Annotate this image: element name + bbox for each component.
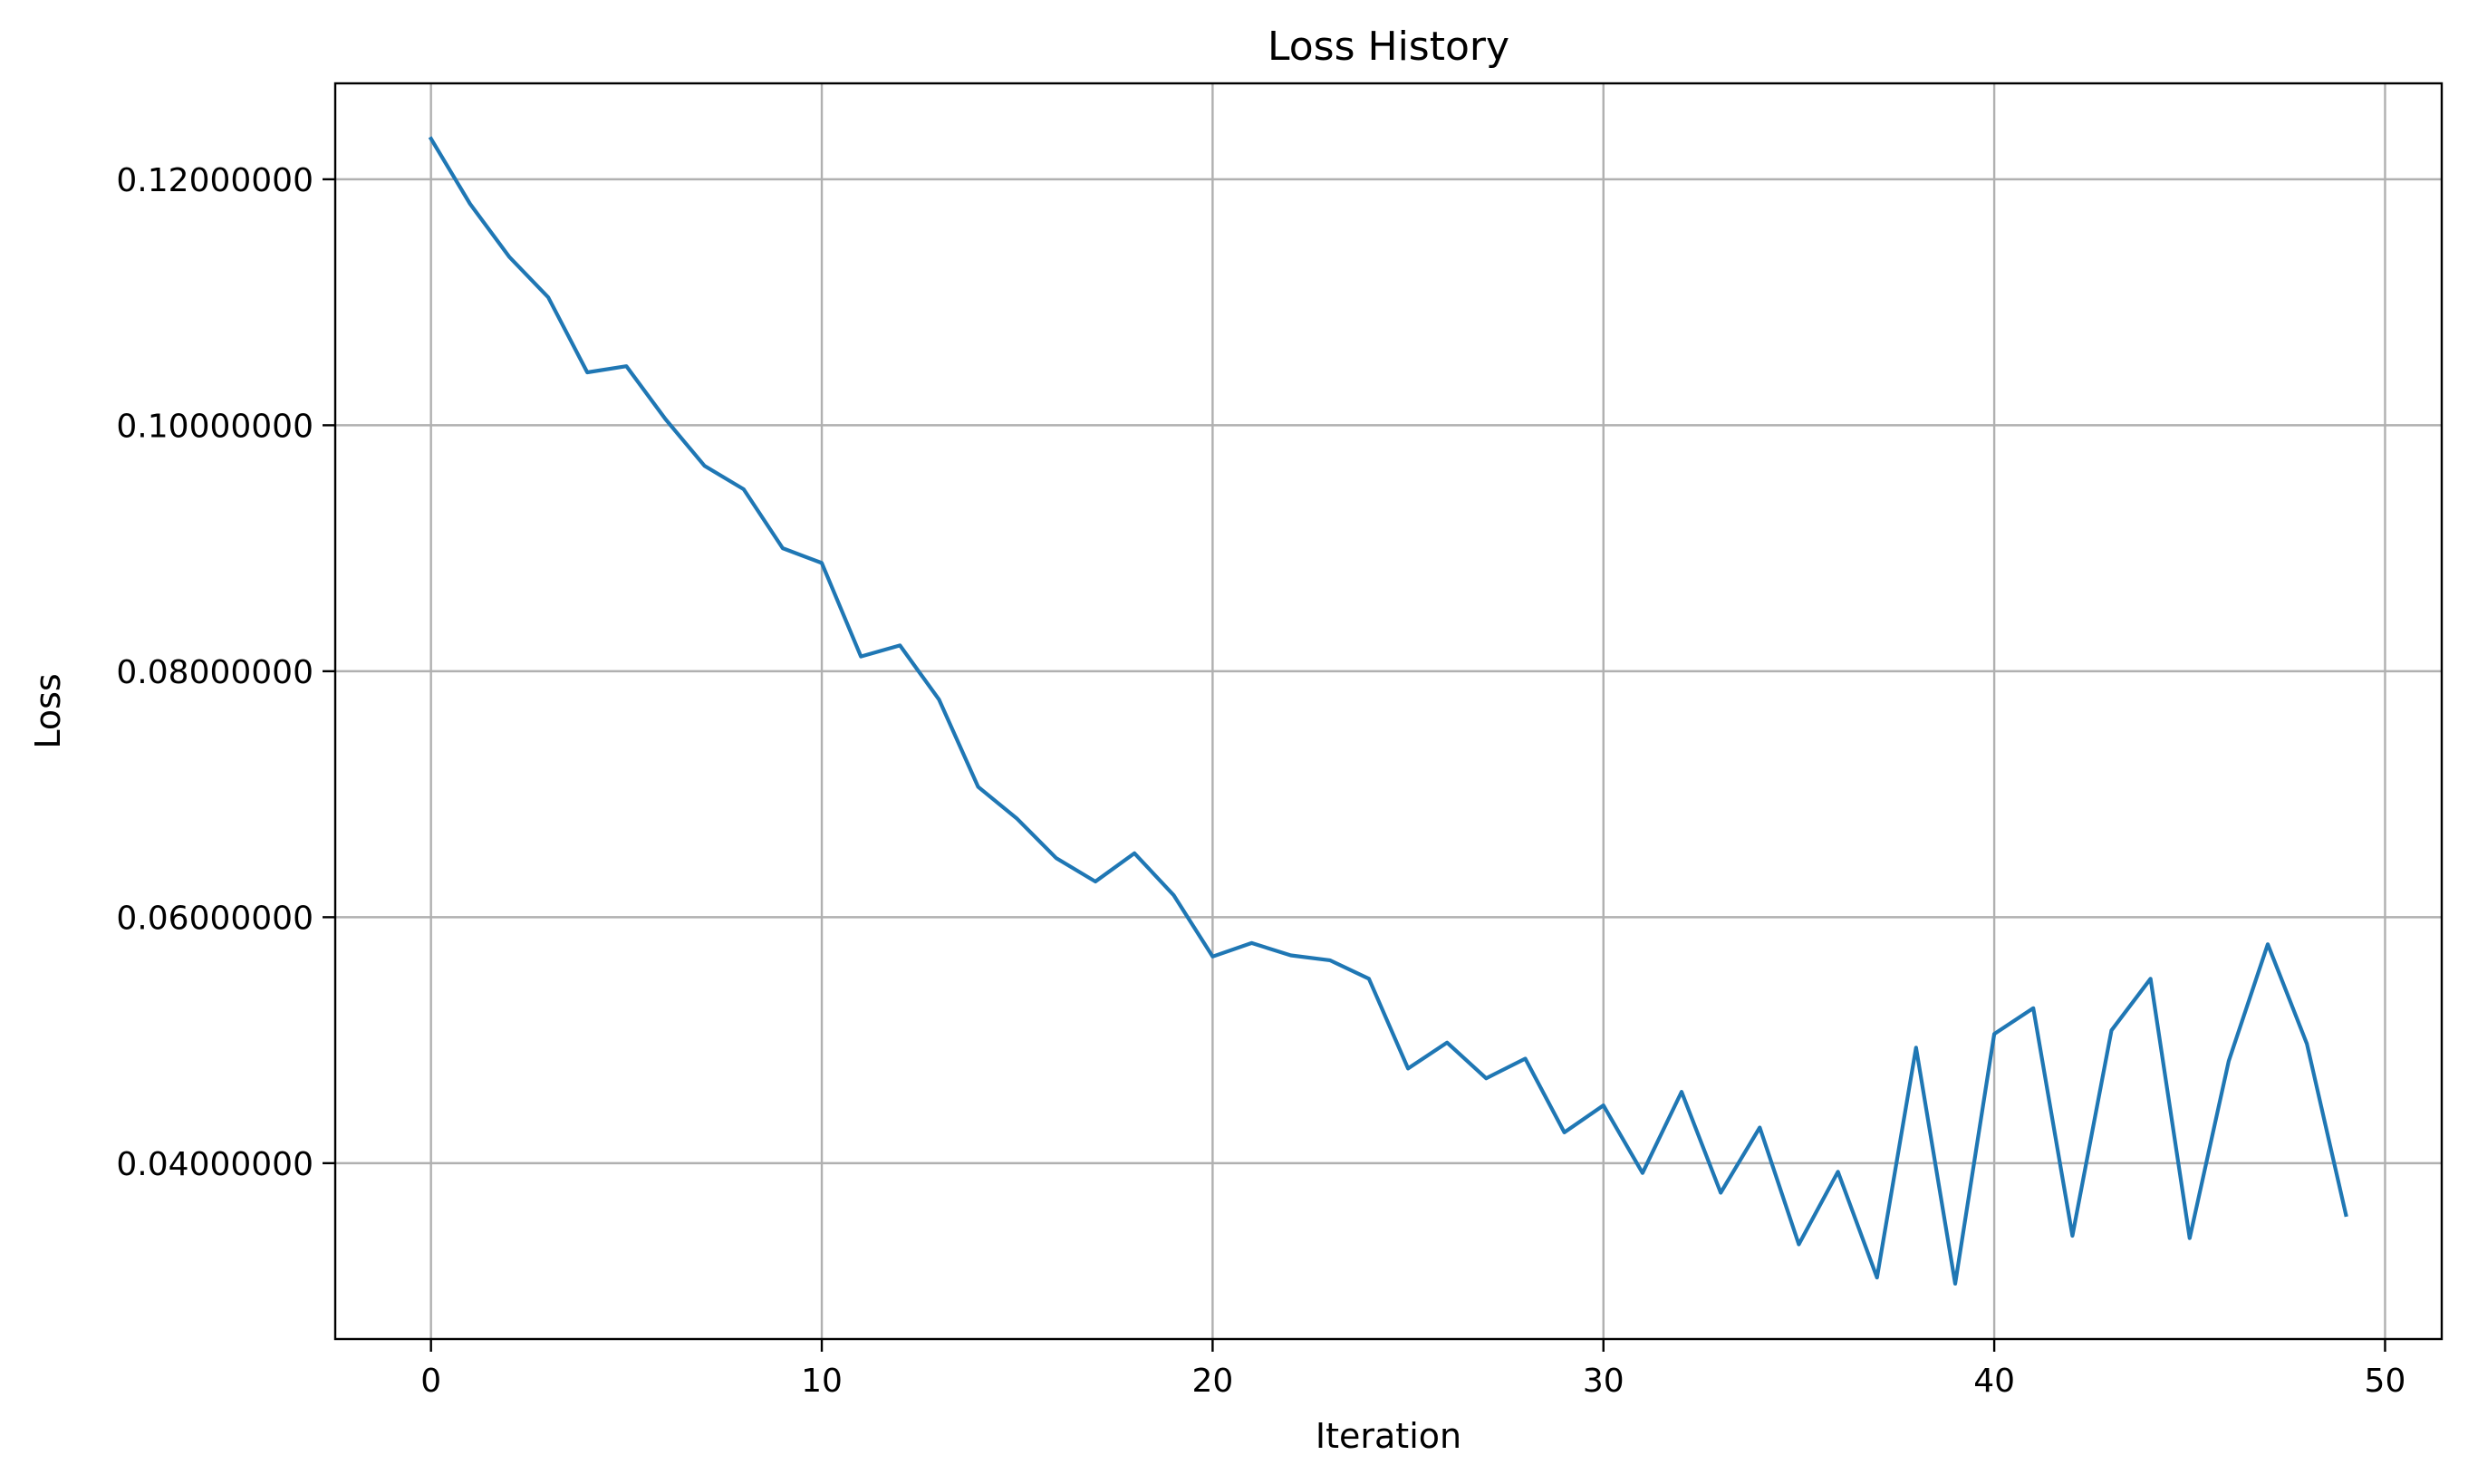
grid-lines	[335, 83, 2442, 1339]
x-axis-label: Iteration	[1316, 1416, 1461, 1456]
x-tick-label: 40	[1973, 1363, 2015, 1400]
axis-ticks: 0 10 20 30 40 50 0.04000000 0.06000000 0.0800000…	[116, 162, 2405, 1400]
plot-frame	[333, 82, 2444, 1341]
x-tick-label: 10	[801, 1363, 843, 1400]
y-tick-label: 0.08000000	[116, 654, 313, 691]
y-tick-label: 0.12000000	[116, 162, 313, 199]
x-tick-label: 0	[420, 1363, 441, 1400]
y-axis-label: Loss	[28, 673, 68, 748]
x-tick-label: 30	[1583, 1363, 1624, 1400]
series-layer	[428, 136, 2348, 1286]
y-tick-label: 0.06000000	[116, 900, 313, 937]
y-tick-label: 0.10000000	[116, 408, 313, 445]
x-tick-label: 20	[1191, 1363, 1233, 1400]
chart-title: Loss History	[1268, 24, 1509, 70]
loss-series-line	[428, 136, 2348, 1286]
x-tick-label: 50	[2365, 1363, 2406, 1400]
y-tick-label: 0.04000000	[116, 1146, 313, 1183]
